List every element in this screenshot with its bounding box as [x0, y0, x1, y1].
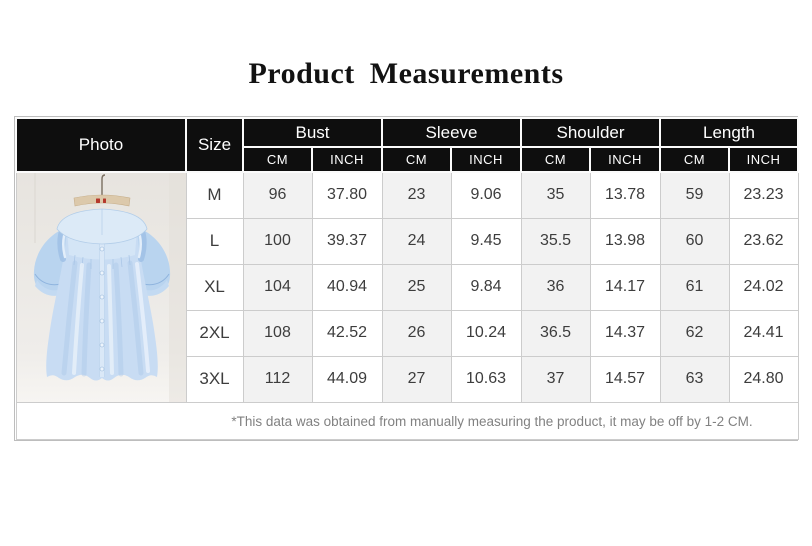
unit-header-length-inch: INCH	[728, 146, 800, 173]
table-footer: *This data was obtained from manually me…	[15, 402, 799, 440]
column-header-bust: Bust	[242, 117, 383, 148]
length-cm: 60	[659, 217, 730, 265]
table-row: M 96 37.80 23 9.06 35 13.78 59 23.23	[15, 171, 799, 403]
shoulder-inch: 13.78	[589, 171, 661, 219]
size-value: M	[185, 171, 244, 219]
header-unit-row: CM INCH CM INCH CM INCH CM INCH	[16, 146, 800, 173]
unit-header-bust-cm: CM	[242, 146, 313, 173]
hanger-hook-icon	[100, 174, 105, 199]
table-header: Photo Size Bust Sleeve Shoulder Length C…	[15, 117, 800, 173]
unit-header-length-cm: CM	[659, 146, 731, 173]
hanger-icon	[73, 194, 130, 207]
length-inch: 24.02	[728, 263, 799, 311]
sleeve-inch: 9.45	[450, 217, 522, 265]
length-inch: 23.62	[728, 217, 799, 265]
column-header-length: Length	[659, 117, 800, 148]
length-inch: 24.80	[728, 355, 799, 404]
product-photo	[17, 173, 185, 402]
bust-inch: 42.52	[311, 309, 383, 357]
bust-cm: 104	[242, 263, 313, 311]
bust-inch: 40.94	[311, 263, 383, 311]
shoulder-cm: 35	[520, 171, 591, 219]
shoulder-cm: 36.5	[520, 309, 591, 357]
bust-inch: 37.80	[311, 171, 383, 219]
unit-header-bust-inch: INCH	[311, 146, 383, 173]
table-body: M 96 37.80 23 9.06 35 13.78 59 23.23 L 1…	[15, 171, 799, 404]
measurement-disclaimer: *This data was obtained from manually me…	[15, 402, 799, 440]
unit-header-sleeve-inch: INCH	[449, 146, 523, 173]
sleeve-inch: 9.06	[450, 171, 522, 219]
unit-header-sleeve-cm: CM	[381, 146, 452, 173]
shoulder-cm: 35.5	[520, 217, 591, 265]
column-header-sleeve: Sleeve	[380, 117, 523, 148]
column-header-size: Size	[185, 117, 244, 173]
length-inch: 24.41	[728, 309, 799, 357]
unit-header-shoulder-cm: CM	[520, 146, 592, 173]
shoulder-inch: 14.37	[589, 309, 661, 357]
sleeve-cm: 24	[381, 217, 452, 265]
buttons	[99, 246, 104, 372]
sleeve-cm: 23	[381, 171, 452, 219]
sleeve-cm: 25	[381, 263, 452, 311]
bust-cm: 96	[242, 171, 313, 219]
size-value: L	[185, 217, 244, 265]
sleeve-cm: 27	[381, 355, 452, 404]
header-group-row: Photo Size Bust Sleeve Shoulder Length	[15, 117, 800, 173]
shoulder-inch: 14.57	[589, 355, 661, 404]
bust-inch: 44.09	[311, 355, 383, 404]
length-cm: 62	[659, 309, 730, 357]
column-header-shoulder: Shoulder	[520, 117, 662, 148]
table-row: 2XL 108 42.52 26 10.24 36.5 14.37 62 24.…	[16, 309, 799, 357]
button-placket	[99, 239, 104, 377]
length-cm: 63	[659, 355, 730, 404]
table-row: 3XL 112 44.09 27 10.63 37 14.57 63 24.80	[16, 355, 799, 404]
size-chart-table: Photo Size Bust Sleeve Shoulder Length C…	[15, 117, 800, 440]
page-title: Product Measurements	[248, 57, 564, 90]
sleeve-inch: 10.63	[450, 355, 522, 404]
sleeve-inch: 10.24	[450, 309, 522, 357]
sleeve-cm: 26	[381, 309, 452, 357]
size-value: 3XL	[185, 355, 244, 404]
shoulder-cm: 37	[520, 355, 591, 404]
blouse-illustration	[17, 173, 185, 402]
bust-inch: 39.37	[311, 217, 383, 265]
shoulder-inch: 14.17	[589, 263, 661, 311]
table-row: L 100 39.37 24 9.45 35.5 13.98 60 23.62	[16, 217, 799, 265]
hanger-red-mark	[102, 198, 106, 203]
size-chart-frame: Photo Size Bust Sleeve Shoulder Length C…	[14, 116, 800, 441]
length-cm: 61	[659, 263, 730, 311]
bust-cm: 112	[242, 355, 313, 404]
unit-header-shoulder-inch: INCH	[589, 146, 662, 173]
footnote-row: *This data was obtained from manually me…	[15, 402, 799, 440]
length-inch: 23.23	[728, 171, 799, 219]
bust-cm: 100	[242, 217, 313, 265]
shoulder-inch: 13.98	[589, 217, 661, 265]
column-header-photo: Photo	[15, 117, 187, 173]
bust-cm: 108	[242, 309, 313, 357]
size-value: XL	[185, 263, 244, 311]
sleeve-inch: 9.84	[450, 263, 522, 311]
size-value: 2XL	[185, 309, 244, 357]
length-cm: 59	[659, 171, 730, 219]
shoulder-cm: 36	[520, 263, 591, 311]
product-photo-cell	[15, 171, 187, 403]
hanger-red-mark	[95, 198, 100, 203]
